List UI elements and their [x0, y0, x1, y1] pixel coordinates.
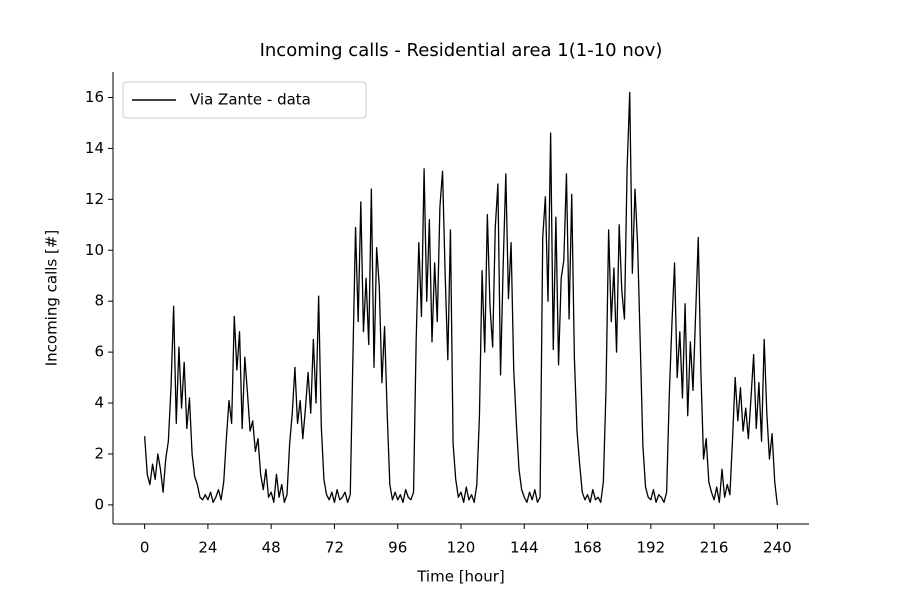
x-tick-label: 216 — [700, 539, 729, 557]
x-tick-label: 0 — [140, 539, 150, 557]
y-tick-label: 12 — [85, 190, 104, 208]
y-tick-label: 10 — [85, 241, 104, 259]
y-tick-label: 0 — [94, 495, 104, 513]
chart-title: Incoming calls - Residential area 1(1-10… — [260, 40, 663, 61]
y-axis-label: Incoming calls [#] — [43, 230, 61, 367]
y-tick-label: 16 — [85, 88, 104, 106]
legend-label: Via Zante - data — [190, 91, 311, 109]
x-tick-label: 192 — [636, 539, 665, 557]
x-tick-label: 120 — [447, 539, 476, 557]
x-tick-label: 72 — [325, 539, 344, 557]
y-tick-label: 14 — [85, 139, 104, 157]
x-tick-label: 48 — [262, 539, 281, 557]
x-tick-label: 144 — [510, 539, 539, 557]
data-line — [143, 91, 779, 505]
y-tick-label: 6 — [94, 343, 104, 361]
legend-box — [122, 81, 367, 119]
y-tick-label: 8 — [94, 292, 104, 310]
x-tick-label: 168 — [573, 539, 602, 557]
y-tick-label: 4 — [94, 394, 104, 412]
x-tick-label: 96 — [388, 539, 407, 557]
y-tick-label: 2 — [94, 444, 104, 462]
x-tick-label: 24 — [198, 539, 217, 557]
x-axis-label: Time [hour] — [416, 568, 505, 586]
x-tick-label: 240 — [763, 539, 792, 557]
